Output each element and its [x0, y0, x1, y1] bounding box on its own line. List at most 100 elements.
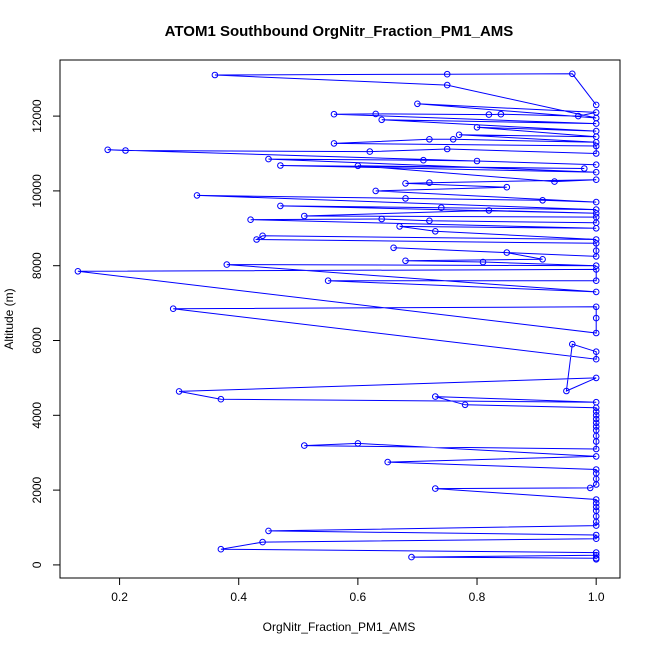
data-point [426, 136, 433, 143]
data-point [592, 355, 600, 363]
data-point [592, 240, 600, 247]
data-point [104, 146, 111, 154]
y-tick-label: 2000 [30, 476, 44, 503]
data-point [592, 470, 600, 477]
data-point [592, 427, 600, 434]
data-point [432, 228, 439, 235]
x-tick-label: 0.8 [469, 590, 486, 604]
data-point [539, 256, 546, 263]
data-point [592, 503, 600, 511]
data-point [592, 496, 600, 503]
data-point [592, 101, 600, 109]
data-point [438, 204, 445, 211]
x-tick-label: 0.6 [350, 590, 367, 604]
data-point [592, 176, 600, 183]
data-point [592, 531, 600, 539]
data-point [592, 150, 600, 157]
data-point [390, 244, 397, 252]
data-point [265, 527, 272, 535]
data-point [408, 553, 415, 561]
x-tick-label: 0.2 [111, 590, 128, 604]
data-point [563, 387, 570, 395]
data-point [277, 202, 284, 210]
data-point [324, 277, 332, 285]
y-axis: 0 2000 4000 6000 8000 10000 12000 [30, 99, 60, 568]
data-point [479, 258, 487, 266]
data-point [592, 466, 600, 473]
data-point [443, 70, 451, 78]
data-point [592, 288, 600, 296]
data-point [592, 551, 600, 559]
data-point [592, 423, 600, 430]
data-point [592, 161, 600, 168]
data-point [455, 131, 463, 139]
data-point [497, 110, 505, 118]
data-point [592, 262, 600, 270]
data-point [74, 268, 82, 275]
data-point [420, 156, 427, 164]
data-point [592, 314, 600, 322]
data-point [551, 178, 558, 185]
data-point [575, 112, 582, 120]
data-point [402, 195, 409, 202]
data-point [592, 398, 600, 406]
data-point [592, 266, 600, 273]
data-point [592, 329, 600, 337]
data-point [569, 340, 576, 348]
data-point [443, 145, 451, 153]
data-point [592, 114, 600, 122]
data-point [372, 187, 380, 195]
data-point [259, 538, 266, 546]
data-point [503, 183, 511, 191]
data-point [539, 197, 546, 204]
data-point [461, 401, 469, 409]
data-point [473, 157, 481, 165]
data-point [592, 445, 600, 453]
data-point [581, 165, 588, 172]
data-point [247, 216, 254, 223]
data-point [384, 458, 392, 466]
data-point [402, 257, 409, 265]
data-point [592, 277, 600, 285]
data-point [330, 110, 338, 118]
data-point [592, 168, 600, 176]
data-point [592, 198, 600, 206]
data-point [592, 247, 600, 254]
data-point [569, 70, 576, 78]
y-tick-label: 8000 [30, 252, 44, 279]
data-point [277, 162, 284, 169]
data-point [366, 148, 374, 155]
data-point [592, 535, 600, 543]
x-tick-label: 0.4 [230, 590, 247, 604]
data-point [432, 393, 439, 400]
data-point [592, 453, 600, 460]
y-tick-label: 4000 [30, 402, 44, 429]
chart-title: ATOM1 Southbound OrgNitr_Fraction_PM1_AM… [165, 23, 514, 40]
data-point [301, 212, 308, 220]
data-point [592, 206, 600, 213]
data-point [122, 147, 129, 154]
data-point [402, 180, 409, 187]
y-tick-label: 0 [30, 561, 44, 568]
data-point [485, 207, 493, 214]
data-point [414, 100, 421, 108]
data-point [259, 232, 266, 240]
data-point [592, 213, 600, 221]
data-point [265, 155, 272, 163]
series-line [77, 73, 597, 560]
plot-frame [59, 59, 621, 579]
y-tick-label: 10000 [30, 174, 44, 208]
data-point [443, 81, 451, 89]
data-point [592, 408, 600, 415]
data-point [592, 303, 600, 311]
data-point [592, 549, 600, 556]
data-point [485, 111, 493, 118]
data-point [592, 210, 600, 217]
data-point [426, 179, 433, 186]
x-axis-label: OrgNitr_Fraction_PM1_AMS [263, 620, 416, 634]
data-point [592, 374, 600, 382]
data-point [378, 116, 386, 124]
y-tick-label: 6000 [30, 327, 44, 354]
data-point [586, 484, 594, 492]
data-point [193, 192, 201, 199]
